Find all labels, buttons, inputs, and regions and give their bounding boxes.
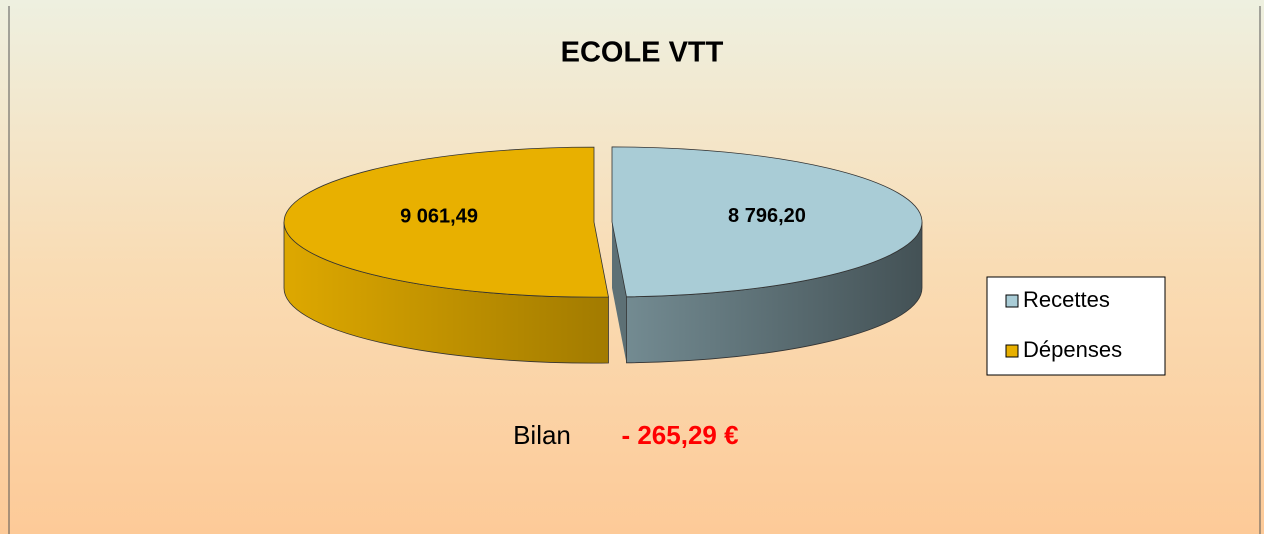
legend-label: Dépenses <box>1023 337 1122 362</box>
slice-shade <box>611 221 627 363</box>
legend-swatch <box>1005 344 1019 358</box>
data-label: 8 796,20 <box>728 205 806 227</box>
chart-title: ECOLE VTT <box>561 37 724 69</box>
pie: 8 796,20 9 061,49 <box>283 146 923 364</box>
legend-swatch <box>1005 294 1019 308</box>
data-label: 9 061,49 <box>400 205 478 227</box>
slice <box>611 146 923 298</box>
annotation: - 265,29 € <box>621 420 738 450</box>
slice <box>283 146 609 298</box>
legend-label: Recettes <box>1023 287 1110 312</box>
slice-cut-face <box>611 221 627 363</box>
legend-items: Recettes Dépenses <box>1005 287 1122 362</box>
annotation: Bilan <box>513 420 571 450</box>
legend <box>986 276 1166 376</box>
